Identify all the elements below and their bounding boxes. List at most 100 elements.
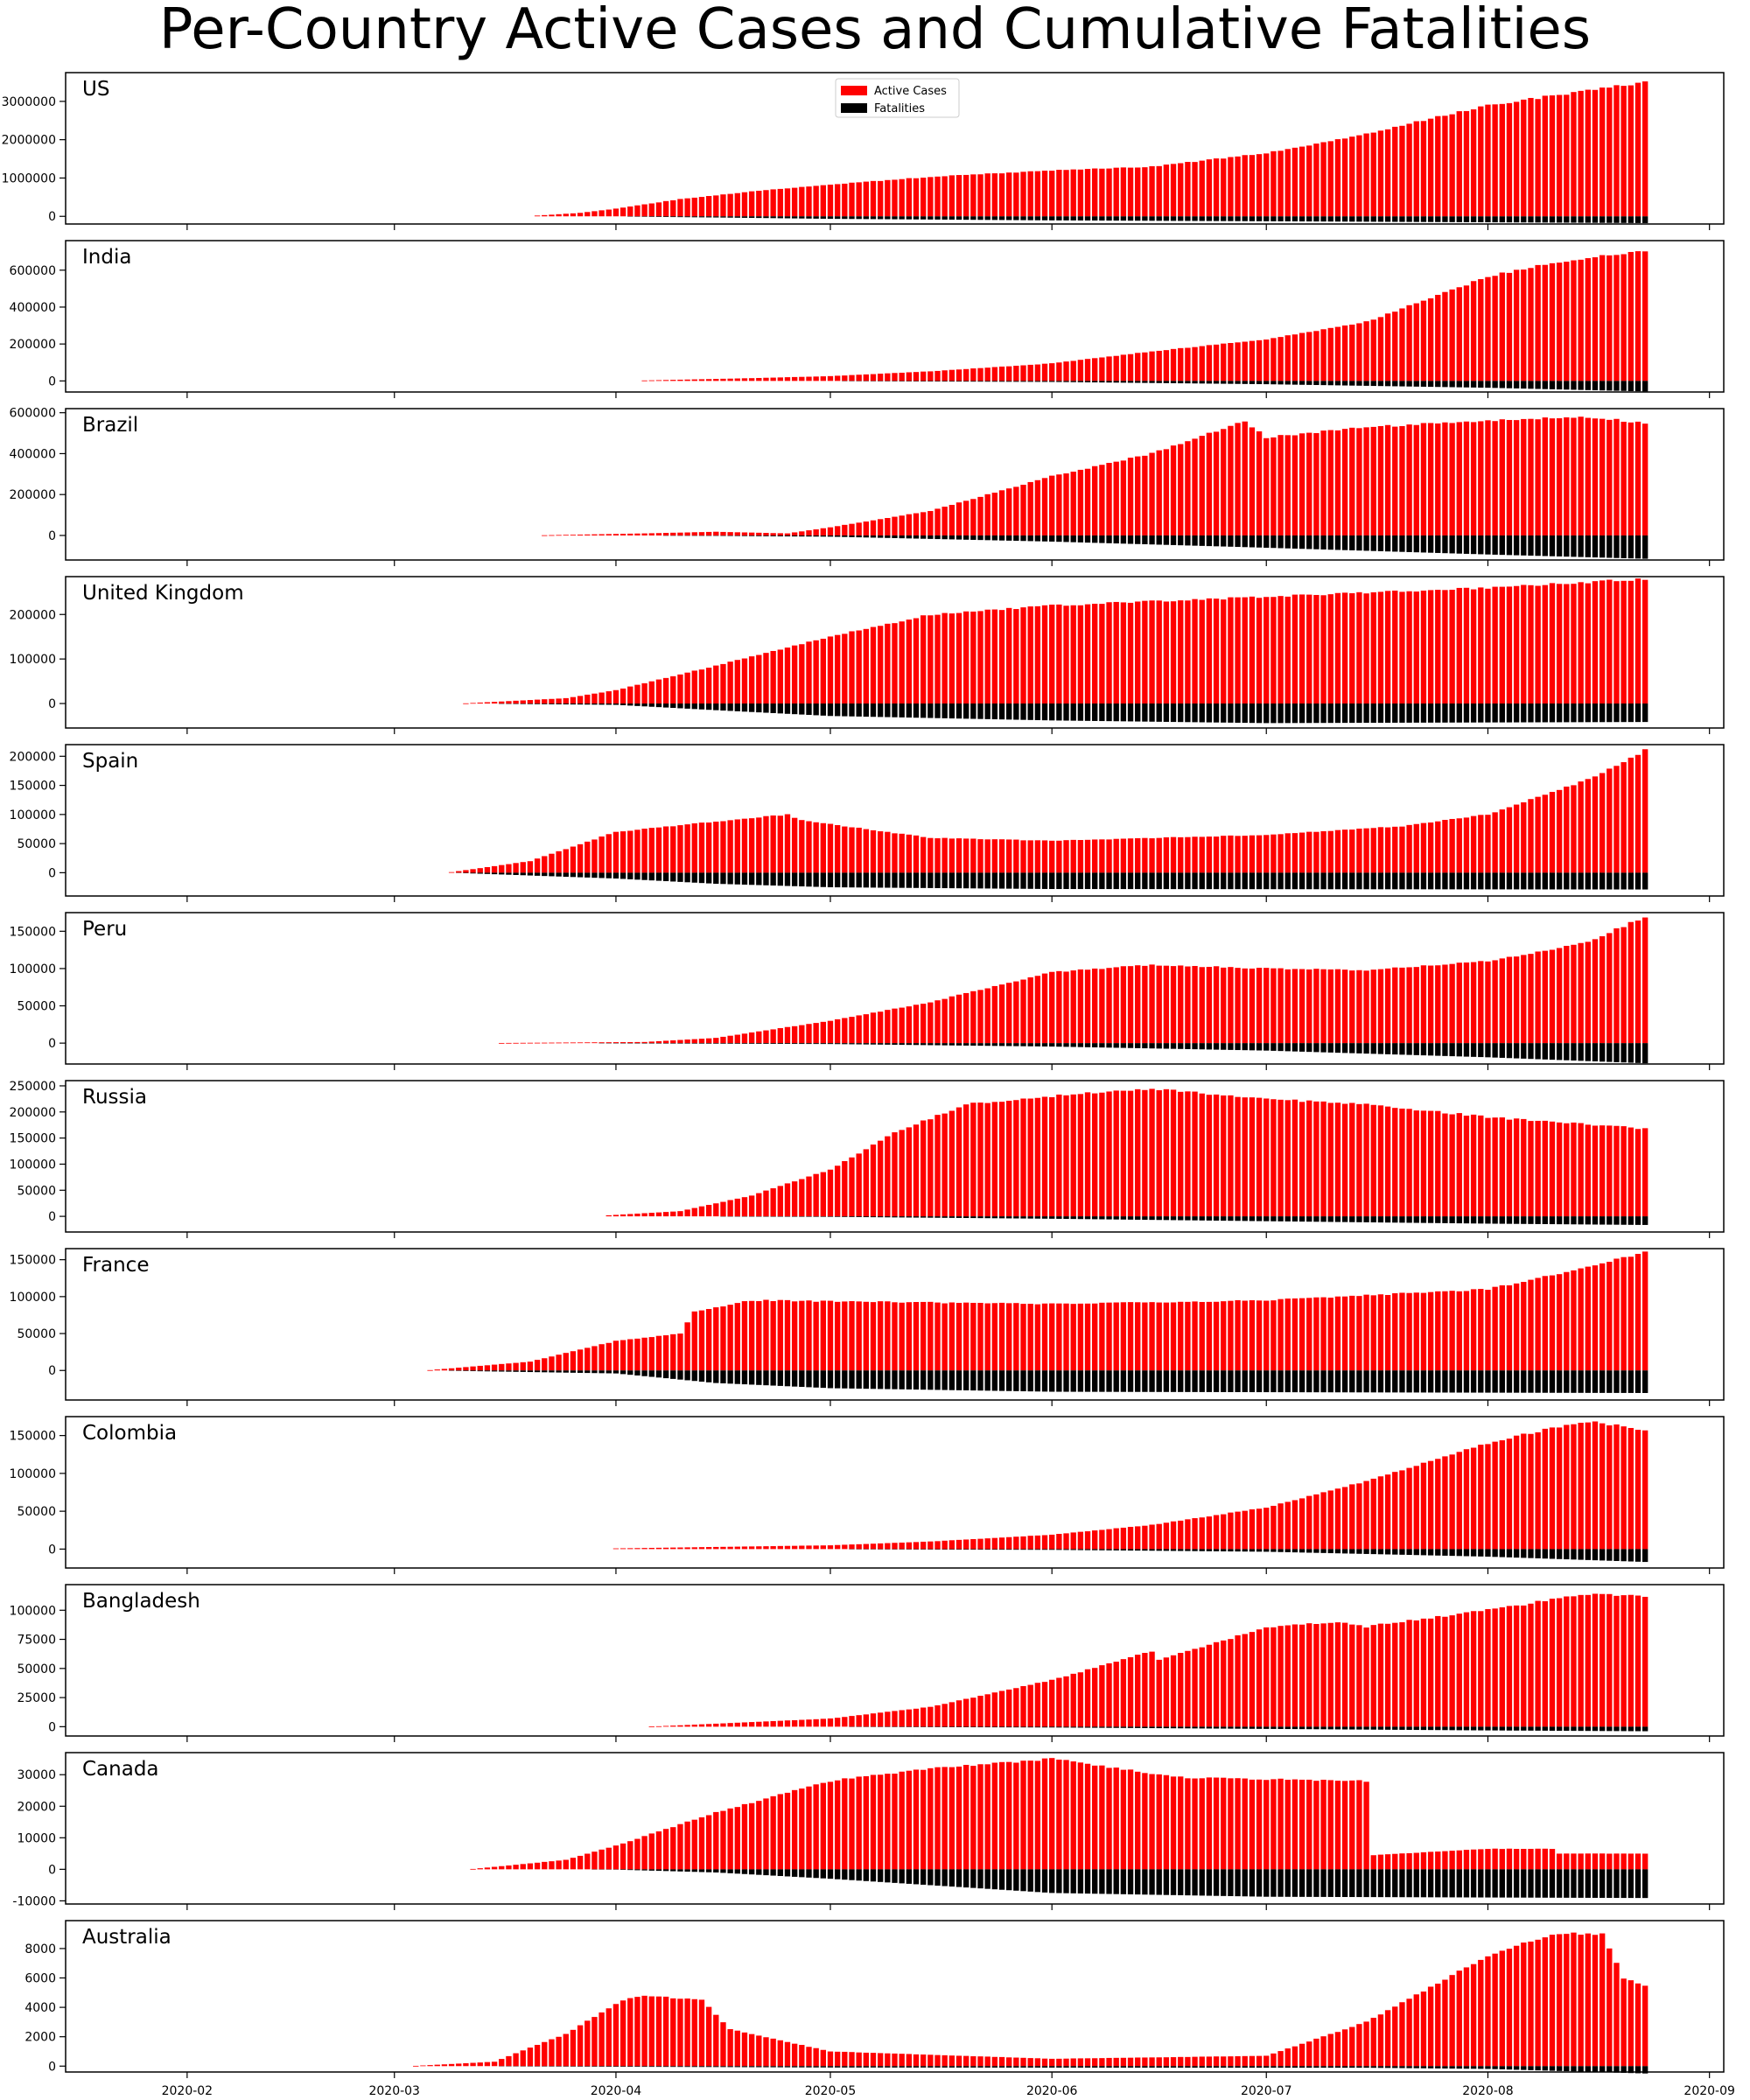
fatality-bar [1292,1726,1298,1730]
active-bar [563,1042,569,1044]
active-bar [1235,968,1241,1044]
active-bar [655,1547,662,1550]
active-bar [1163,965,1170,1044]
active-bar [1456,818,1462,873]
panel-label: Russia [82,1086,147,1109]
fatality-bar [813,1216,819,1217]
active-bar [1406,424,1412,536]
active-bar [1070,1304,1076,1371]
active-bar [913,178,920,217]
fatality-bar [1485,1043,1491,1058]
y-tick-label: 50000 [17,1505,56,1519]
active-bar [634,1997,640,2067]
fatality-bar [1070,2066,1076,2068]
active-bar [770,1029,776,1044]
active-bar [1642,579,1648,704]
fatality-bar [842,216,848,220]
fatality-bar [1249,1869,1256,1897]
fatality-bar [799,216,805,219]
fatality-bar [1084,1043,1091,1047]
active-bar [1406,824,1412,873]
active-bar [1628,251,1634,382]
active-bar [1320,1297,1326,1371]
active-bar [942,2054,948,2067]
fatality-bar [713,1370,719,1383]
active-bar [863,2052,870,2067]
fatality-bar [1077,704,1084,721]
active-bar [1542,1428,1548,1550]
active-bar [705,1815,712,1870]
active-bar [720,1201,726,1217]
active-bar [1070,1761,1076,1870]
active-bar [1478,1849,1484,1870]
active-bar [1578,1423,1584,1550]
active-bar [1056,2058,1062,2067]
panel-label: India [82,246,131,269]
active-bar [942,1704,948,1727]
active-bar [1521,418,1527,536]
active-bar [1628,1427,1634,1550]
fatality-bar [1549,535,1556,556]
fatality-bar [877,216,884,220]
fatality-bar [1027,704,1033,720]
active-bar [713,2014,719,2067]
fatality-bar [1077,1370,1084,1392]
active-bar [1634,421,1642,536]
fatality-bar [1170,704,1177,723]
fatality-bar [1528,1549,1534,1558]
active-bar [1070,839,1076,873]
active-bar [1628,422,1634,536]
fatality-bar [849,1043,855,1045]
fatality-bar [1149,1216,1155,1221]
active-bar [1278,968,1284,1044]
active-bar [1606,419,1613,536]
panel-label: Colombia [82,1422,177,1445]
fatality-bar [1256,1726,1263,1729]
fatality-bar [1549,1043,1556,1060]
active-bar [1113,1302,1119,1371]
fatality-bar [484,1370,491,1372]
fatality-bar [1592,1869,1599,1898]
fatality-bar [799,1370,805,1388]
fatality-bar [1049,704,1055,721]
fatality-bar [870,216,877,220]
fatality-bar [1206,1549,1213,1551]
active-bar [1149,1088,1155,1217]
fatality-bar [984,704,990,719]
fatality-bar [1298,1370,1306,1393]
active-bar [1070,1094,1076,1217]
panel-frame [65,1584,1725,1737]
fatality-bar [1113,704,1119,722]
active-bar [713,195,719,217]
active-bar [756,1801,762,1870]
fatality-bar [1049,381,1055,382]
active-bar [956,838,962,873]
fatality-bar [670,1370,676,1379]
active-bar [1456,422,1462,536]
fatality-bar [1506,1216,1513,1224]
active-bar [842,634,848,704]
active-bar [1456,1850,1462,1870]
active-bar [956,1107,962,1217]
fatality-bar [942,1869,948,1886]
active-bar [991,1692,998,1727]
fatality-bar [1356,1726,1362,1730]
active-bar [1606,1853,1613,1870]
active-bar [1070,605,1076,704]
active-bar [748,1300,755,1371]
fatality-bar [1170,381,1177,383]
active-bar [513,1042,519,1044]
fatality-bar [1592,1549,1599,1561]
active-bar [1106,1768,1112,1870]
active-bar [1442,116,1448,217]
active-bar [1578,781,1584,873]
active-bar [1099,969,1105,1044]
active-bar [1392,1108,1398,1217]
fatality-bar [1521,1370,1527,1393]
active-bar [998,1537,1005,1550]
fatality-bar [899,1370,905,1390]
active-bar [777,649,783,704]
active-bar [691,1039,697,1044]
active-bar [1013,839,1019,873]
fatality-bar [998,1869,1005,1890]
